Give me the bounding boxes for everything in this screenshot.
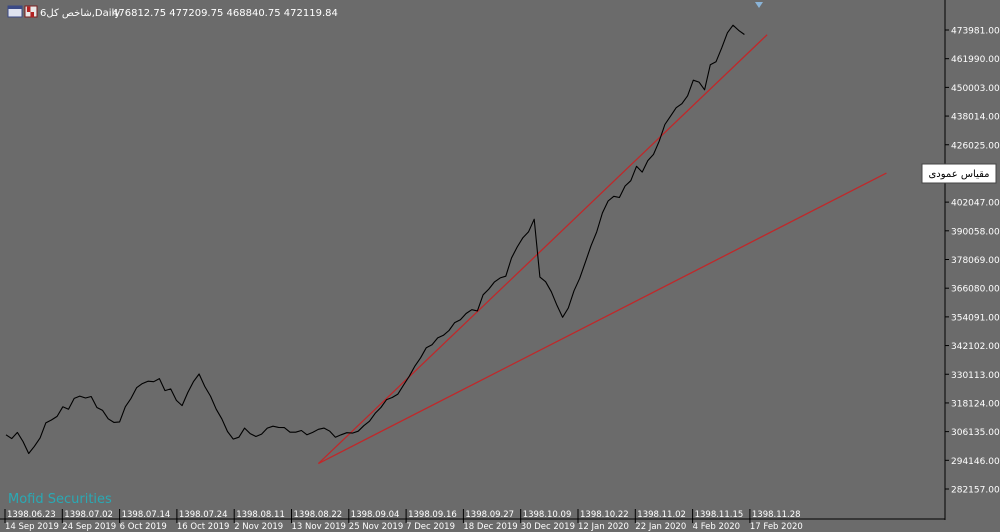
x-tick-label-date: 16 Oct 2019	[177, 522, 230, 532]
chart-type-icon[interactable]	[24, 5, 38, 18]
vertical-scale-tooltip: مقیاس عمودی	[921, 163, 997, 184]
x-tick-label-persian: 1398.11.15	[695, 510, 744, 520]
tooltip-text: مقیاس عمودی	[928, 169, 989, 180]
tooltip-box	[921, 163, 997, 184]
x-tick-label-persian: 1398.11.02	[637, 510, 686, 520]
y-tick-label: 282157.00	[951, 486, 1000, 496]
y-tick-label: 450003.00	[951, 84, 1000, 94]
watermark: Mofid Securities	[8, 492, 112, 507]
x-tick-label-persian: 1398.09.27	[465, 510, 514, 520]
x-tick-label-date: 25 Nov 2019	[349, 522, 403, 532]
x-tick-label-persian: 1398.07.24	[179, 510, 228, 520]
x-tick-label-persian: 1398.07.02	[64, 510, 113, 520]
trendlines	[317, 34, 887, 465]
y-tick-label: 366080.00	[951, 285, 1000, 295]
x-tick-label-date: 18 Dec 2019	[463, 522, 517, 532]
y-tick-label: 438014.00	[951, 113, 1000, 123]
y-tick-label: 461990.00	[951, 55, 1000, 65]
y-tick-label: 402047.00	[951, 199, 1000, 209]
series-group	[5, 24, 745, 455]
y-tick-label: 294146.00	[951, 457, 1000, 467]
x-tick-label-persian: 1398.11.28	[752, 510, 801, 520]
scroll-marker-icon[interactable]	[755, 2, 763, 8]
symbol-title: شاخص کل6,Daily	[40, 8, 120, 19]
x-tick-label-persian: 1398.08.11	[236, 510, 285, 520]
y-tick-label: 342102.00	[951, 342, 1000, 352]
ohlc-values: 476812.75 477209.75 468840.75 472119.84	[112, 8, 338, 19]
x-tick-label-date: 7 Dec 2019	[406, 522, 455, 532]
x-tick-label-date: 4 Feb 2020	[693, 522, 741, 532]
x-tick-label-date: 17 Feb 2020	[750, 522, 803, 532]
x-tick-label-date: 24 Sep 2019	[62, 522, 116, 532]
chart-type-icon-glyph: ▚	[26, 6, 35, 18]
x-tick-label-date: 6 Oct 2019	[120, 522, 167, 532]
x-tick-label-persian: 1398.07.14	[122, 510, 171, 520]
trendline-lower	[318, 172, 887, 465]
x-tick-label-date: 14 Sep 2019	[5, 522, 59, 532]
window-icon-bar	[8, 6, 22, 9]
x-tick-label-date: 2 Nov 2019	[234, 522, 283, 532]
x-tick-label-date: 13 Nov 2019	[292, 522, 346, 532]
y-tick-label: 390058.00	[951, 227, 1000, 237]
x-tick-label-date: 30 Dec 2019	[521, 522, 575, 532]
y-tick-label: 306135.00	[951, 428, 1000, 438]
y-tick-label: 378069.00	[951, 256, 1000, 266]
x-tick-label-persian: 1398.08.22	[294, 510, 343, 520]
y-tick-label: 318124.00	[951, 399, 1000, 409]
x-tick-label-persian: 1398.09.16	[408, 510, 457, 520]
trendline-upper	[317, 34, 768, 465]
x-tick-label-persian: 1398.10.22	[580, 510, 629, 520]
x-tick-label-persian: 1398.06.23	[7, 510, 56, 520]
y-tick-label: 354091.00	[951, 313, 1000, 323]
x-tick-label-persian: 1398.10.09	[523, 510, 572, 520]
y-axis: 473981.00 461990.00 450003.00 438014.00 4260…	[945, 27, 1000, 496]
x-axis: 1398.06.23 1398.07.02 1398.07.14 1398.07.24…	[4, 509, 803, 532]
chart-header: ▚ شاخص کل6,Daily 476812.75 477209.75 468…	[7, 5, 338, 19]
price-line	[5, 24, 745, 455]
x-tick-label-date: 22 Jan 2020	[635, 522, 686, 532]
y-tick-label: 473981.00	[951, 27, 1000, 37]
x-tick-label-date: 12 Jan 2020	[578, 522, 629, 532]
y-tick-label: 426025.00	[951, 141, 1000, 151]
y-tick-label: 330113.00	[951, 371, 1000, 381]
x-tick-label-persian: 1398.09.04	[351, 510, 400, 520]
